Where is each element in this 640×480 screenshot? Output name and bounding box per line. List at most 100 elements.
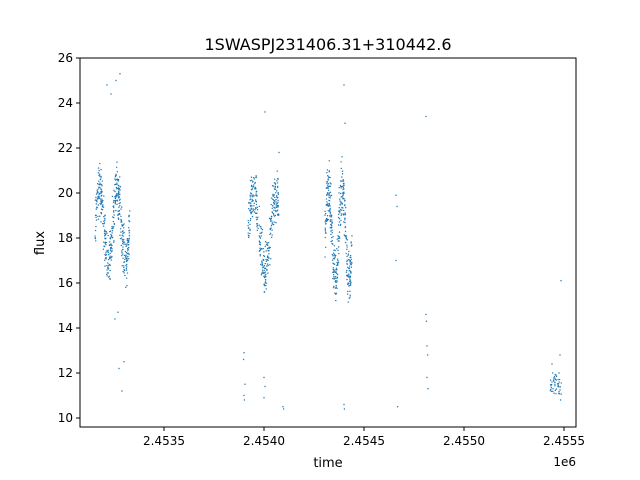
data-point	[94, 237, 97, 240]
data-point	[557, 385, 559, 388]
data-point	[103, 195, 105, 197]
data-point	[267, 244, 269, 247]
data-point	[253, 176, 255, 179]
data-point	[110, 259, 113, 261]
data-point	[111, 230, 114, 232]
data-point	[342, 179, 344, 181]
data-point	[119, 185, 121, 188]
data-point	[250, 176, 253, 178]
data-point	[243, 352, 245, 354]
data-point	[264, 245, 266, 248]
data-point	[264, 111, 266, 113]
data-point	[127, 240, 130, 243]
data-point	[113, 211, 115, 213]
data-point	[560, 382, 562, 384]
data-point	[261, 269, 264, 271]
data-point	[250, 212, 252, 215]
data-point	[123, 261, 125, 264]
data-point	[326, 184, 329, 186]
data-point	[349, 275, 352, 277]
data-point	[110, 93, 112, 95]
data-point	[341, 202, 343, 205]
data-point	[271, 236, 273, 239]
data-point	[331, 254, 334, 256]
data-point	[259, 237, 262, 239]
data-point	[104, 241, 107, 244]
data-point	[552, 379, 555, 381]
data-point	[101, 198, 103, 200]
data-point	[111, 250, 113, 252]
data-point	[128, 253, 130, 256]
data-point	[270, 203, 272, 206]
data-point	[121, 390, 123, 392]
data-point	[270, 197, 273, 199]
data-point	[250, 204, 252, 207]
data-point	[251, 210, 253, 213]
data-point	[112, 216, 114, 218]
data-point	[122, 246, 124, 248]
data-point	[276, 170, 278, 172]
data-point	[328, 176, 330, 179]
data-point	[263, 251, 265, 253]
data-point	[118, 193, 121, 196]
data-point	[335, 286, 337, 288]
data-point	[259, 225, 261, 228]
data-point	[99, 162, 101, 165]
data-point	[117, 197, 120, 199]
data-point	[116, 203, 118, 206]
data-point	[114, 176, 117, 178]
data-point	[121, 234, 123, 236]
data-point	[98, 197, 100, 200]
data-point	[95, 219, 98, 221]
data-point	[333, 276, 335, 278]
data-point	[109, 264, 112, 267]
data-point	[107, 251, 110, 254]
data-point	[119, 234, 121, 237]
data-point	[111, 195, 114, 198]
data-point	[113, 222, 116, 225]
data-point	[278, 151, 280, 154]
data-point	[118, 189, 120, 191]
data-point	[349, 284, 352, 286]
y-tick-label: 22	[58, 141, 73, 155]
data-point	[333, 245, 335, 247]
data-point	[332, 255, 334, 257]
data-point	[266, 263, 269, 265]
data-point	[129, 210, 131, 212]
data-point	[350, 258, 353, 260]
data-point	[247, 232, 249, 234]
data-point	[272, 214, 275, 216]
data-point	[332, 271, 334, 273]
data-point	[327, 187, 330, 189]
data-point	[113, 199, 115, 202]
data-point	[94, 229, 97, 232]
data-point	[97, 218, 100, 220]
data-point	[105, 250, 108, 252]
data-point	[102, 204, 104, 206]
data-point	[124, 258, 126, 261]
data-point	[549, 379, 552, 381]
data-point	[553, 392, 555, 394]
data-point	[336, 287, 338, 290]
data-point	[339, 198, 341, 200]
data-point	[347, 283, 349, 285]
data-point	[261, 272, 263, 274]
data-point	[329, 197, 331, 199]
data-point	[114, 190, 116, 193]
y-tick-label: 18	[58, 231, 73, 245]
data-point	[98, 192, 101, 195]
data-point	[346, 244, 348, 246]
data-point	[103, 245, 105, 247]
data-point	[332, 268, 334, 271]
data-point	[96, 192, 98, 194]
data-point	[118, 206, 120, 208]
data-point	[346, 278, 348, 281]
data-point	[259, 236, 261, 238]
data-point	[276, 180, 278, 182]
data-point	[348, 285, 350, 287]
data-point	[96, 183, 99, 185]
data-point	[551, 372, 554, 374]
data-point	[268, 257, 270, 259]
data-point	[121, 225, 123, 227]
data-point	[105, 230, 107, 232]
